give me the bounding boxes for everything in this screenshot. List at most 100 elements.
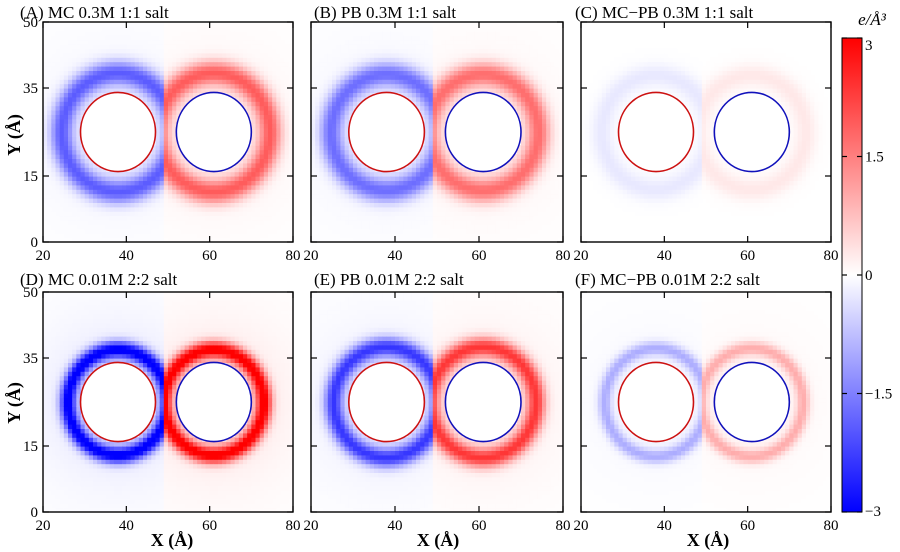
heatmap-cell (424, 22, 430, 27)
heatmap-cell (420, 22, 425, 27)
heatmap-cell (93, 79, 98, 85)
heatmap-cell (226, 189, 232, 195)
heatmap-cell (288, 171, 294, 177)
heatmap-cell (479, 44, 484, 49)
heatmap-cell (462, 228, 467, 234)
heatmap-cell (521, 206, 526, 212)
heatmap-cell (533, 237, 539, 243)
heatmap-cell (259, 162, 265, 168)
heatmap-cell (508, 22, 514, 27)
heatmap-cell (251, 92, 257, 98)
heatmap-cell (130, 57, 136, 63)
heatmap-cell (327, 176, 333, 181)
heatmap-cell (255, 101, 261, 107)
heatmap-cell (348, 162, 354, 168)
heatmap-cell (143, 92, 148, 98)
heatmap-cell (101, 83, 107, 89)
heatmap-cell (72, 215, 77, 221)
heatmap-cell (319, 233, 325, 239)
heatmap-cell (319, 180, 325, 186)
heatmap-cell (263, 145, 269, 151)
heatmap-cell (529, 176, 535, 181)
heatmap-cell (546, 110, 551, 115)
heatmap-cell (441, 228, 446, 234)
heatmap-cell (315, 101, 320, 107)
heatmap-cell (59, 83, 65, 89)
heatmap-cell (542, 136, 547, 142)
heatmap-cell (55, 184, 61, 190)
heatmap-cell (487, 79, 493, 85)
heatmap-cell (68, 145, 73, 151)
heatmap-cell (230, 176, 236, 181)
heatmap-cell (357, 39, 362, 45)
heatmap-cell (263, 114, 269, 120)
heatmap-cell (533, 35, 539, 41)
heatmap-cell (147, 79, 152, 85)
heatmap-cell (288, 206, 294, 212)
heatmap-cell (188, 162, 194, 168)
heatmap-cell (525, 101, 530, 107)
heatmap-cell (462, 39, 467, 45)
heatmap-cell (554, 92, 560, 98)
heatmap-cell (284, 74, 290, 80)
heatmap-cell (533, 189, 539, 195)
heatmap-cell (445, 237, 451, 243)
heatmap-cell (209, 189, 215, 195)
heatmap-cell (474, 74, 480, 80)
heatmap-cell (280, 193, 286, 199)
heatmap-cell (247, 114, 252, 120)
heatmap-cell (59, 96, 65, 102)
heatmap-cell (512, 228, 518, 234)
heatmap-cell (416, 105, 421, 111)
heatmap-cell (80, 35, 86, 41)
heatmap-cell (63, 123, 69, 129)
heatmap-cell (226, 193, 232, 199)
heatmap-cell (340, 44, 346, 49)
heatmap-cell (76, 228, 82, 234)
heatmap-cell (251, 114, 257, 120)
heatmap-cell (268, 35, 273, 41)
heatmap-cell (168, 123, 173, 129)
heatmap-cell (247, 44, 252, 49)
heatmap-cell (197, 228, 202, 234)
heatmap-cell (147, 154, 152, 159)
heatmap-cell (197, 61, 202, 67)
heatmap-cell (201, 193, 207, 199)
heatmap-cell (143, 96, 148, 102)
heatmap-cell (512, 61, 518, 67)
heatmap-cell (512, 162, 518, 168)
heatmap-cell (327, 48, 333, 54)
heatmap-cell (197, 220, 202, 225)
heatmap-cell (188, 237, 194, 243)
heatmap-cell (525, 237, 530, 243)
heatmap-cell (130, 228, 136, 234)
heatmap-cell (437, 193, 442, 199)
heatmap-cell (213, 184, 219, 190)
heatmap-cell (437, 118, 442, 124)
heatmap-cell (118, 220, 123, 225)
heatmap-cell (407, 233, 413, 239)
heatmap-cell (407, 162, 413, 168)
heatmap-cell (197, 66, 202, 71)
heatmap-cell (80, 61, 86, 67)
heatmap-cell (537, 145, 543, 151)
heatmap-cell (403, 74, 409, 80)
heatmap-cell (55, 79, 61, 85)
heatmap-cell (105, 44, 111, 49)
heatmap-cell (176, 74, 182, 80)
heatmap-cell (47, 110, 52, 115)
heatmap-cell (416, 184, 421, 190)
heatmap-cell (508, 26, 514, 32)
heatmap-cell (340, 83, 346, 89)
heatmap-cell (453, 88, 459, 93)
heatmap-cell (340, 48, 346, 54)
heatmap-cell (163, 44, 169, 49)
heatmap-cell (113, 189, 119, 195)
heatmap-cell (76, 171, 82, 177)
heatmap-cell (474, 83, 480, 89)
heatmap-cell (272, 233, 277, 239)
heatmap-cell (399, 88, 404, 93)
heatmap-cell (126, 83, 132, 89)
heatmap-cell (487, 171, 493, 177)
heatmap-cell (311, 233, 316, 239)
